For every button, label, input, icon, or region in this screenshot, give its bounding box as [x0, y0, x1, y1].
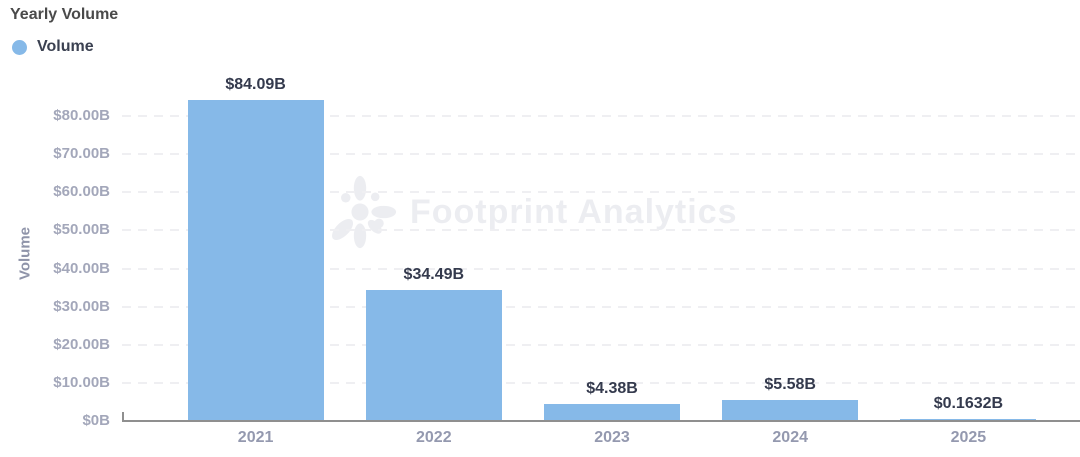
y-axis-tick-label: $0B — [82, 412, 110, 429]
y-axis-tick-label: $20.00B — [53, 335, 110, 353]
gridline — [122, 153, 1080, 156]
bar-2021[interactable] — [187, 100, 324, 421]
legend-label: Volume — [37, 38, 94, 55]
gridline — [122, 305, 1080, 308]
x-axis-line — [122, 420, 1080, 422]
gridline — [122, 115, 1080, 117]
gridline — [122, 381, 1080, 384]
bar-value-label: $84.09B — [225, 76, 286, 94]
y-axis-tick-label: $80.00B — [53, 107, 110, 124]
x-axis-tick-label: 2024 — [772, 429, 808, 446]
chart-title: Yearly Volume — [10, 6, 119, 23]
bar-value-label: $4.38B — [586, 380, 638, 398]
gridline — [122, 343, 1080, 346]
legend-item-volume[interactable]: Volume — [12, 38, 94, 56]
bar-2023[interactable] — [544, 404, 680, 421]
bar-value-label: $0.1632B — [933, 394, 1004, 412]
y-axis-tick-label: $70.00B — [53, 145, 110, 163]
y-axis-tick-label: $10.00B — [53, 373, 110, 391]
bar-2025[interactable] — [900, 418, 1037, 421]
y-axis-tick-label: $40.00B — [53, 259, 110, 277]
legend-dot-icon — [12, 39, 27, 55]
y-axis-corner-tick — [122, 412, 124, 420]
x-axis-tick-label: 2023 — [594, 429, 630, 446]
x-axis-tick-label: 2022 — [416, 429, 452, 446]
footprint-analytics-logo-icon — [332, 175, 397, 249]
y-axis-title: Volume — [16, 226, 34, 281]
watermark: Footprint Analytics — [322, 174, 738, 250]
bar-value-label: $34.49B — [403, 265, 465, 283]
y-axis-tick-label: $50.00B — [53, 221, 110, 239]
bar-2024[interactable] — [722, 399, 859, 421]
y-axis-tick-label: $60.00B — [53, 183, 110, 201]
bar-2022[interactable] — [365, 289, 502, 421]
bar-value-label: $5.58B — [764, 375, 816, 393]
watermark-text: Footprint Analytics — [410, 192, 738, 231]
gridline — [122, 267, 1080, 270]
gridline — [122, 229, 1080, 232]
x-axis-tick-label: 2021 — [237, 429, 274, 446]
x-axis-tick-label: 2025 — [950, 429, 987, 446]
y-axis-tick-label: $30.00B — [53, 297, 110, 315]
gridline — [122, 191, 1080, 194]
